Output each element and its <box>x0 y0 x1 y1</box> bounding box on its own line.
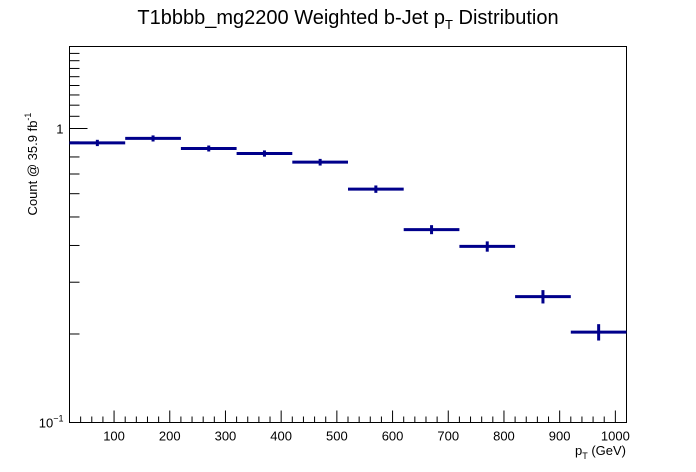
chart-title-sub: T <box>445 17 453 32</box>
x-tick-label: 400 <box>270 429 292 444</box>
x-tick-label: 500 <box>326 429 348 444</box>
bin-mark <box>403 225 460 235</box>
x-axis-label-main: p <box>575 443 582 458</box>
plot-frame <box>69 46 627 423</box>
chart-title-tail: Distribution <box>453 7 559 29</box>
bin-mark <box>292 158 348 166</box>
bin-mark <box>125 135 181 142</box>
x-tick-label: 800 <box>493 429 515 444</box>
x-tick-label: 1000 <box>601 429 630 444</box>
y-axis-label-sup: -1 <box>23 113 33 121</box>
x-tick-label: 700 <box>437 429 459 444</box>
x-axis-label-sub: T <box>582 451 588 461</box>
x-tick-label: 900 <box>549 429 571 444</box>
y-axis-label-main: Count @ 35.9 fb <box>25 121 40 216</box>
bin-mark <box>570 324 627 341</box>
x-axis-label-tail: (GeV) <box>588 443 626 458</box>
y-tick-label: 10−1 <box>39 414 64 431</box>
x-tick-label: 600 <box>382 429 404 444</box>
y-tick-label: 1 <box>56 121 63 136</box>
axis-tick-labels: 100 200 300 400 500 600 700 800 900 1000 10−1 1 <box>39 121 630 443</box>
bin-mark <box>515 290 571 304</box>
x-tick-label: 200 <box>159 429 181 444</box>
bin-mark <box>348 185 404 193</box>
bin-mark <box>180 145 237 152</box>
x-tick-label: 300 <box>215 429 237 444</box>
x-axis-label: pT (GeV) <box>575 443 626 461</box>
chart-title-main: T1bbbb_mg2200 Weighted b-Jet p <box>137 7 445 29</box>
y-axis-label: Count @ 35.9 fb-1 <box>23 113 40 216</box>
histogram-bins <box>69 135 627 341</box>
axis-ticks <box>69 52 616 423</box>
bin-mark <box>459 241 516 252</box>
bin-mark <box>236 150 293 157</box>
chart-title: T1bbbb_mg2200 Weighted b-Jet pT Distribu… <box>137 7 558 32</box>
x-tick-label: 100 <box>103 429 125 444</box>
bin-mark <box>69 139 126 147</box>
